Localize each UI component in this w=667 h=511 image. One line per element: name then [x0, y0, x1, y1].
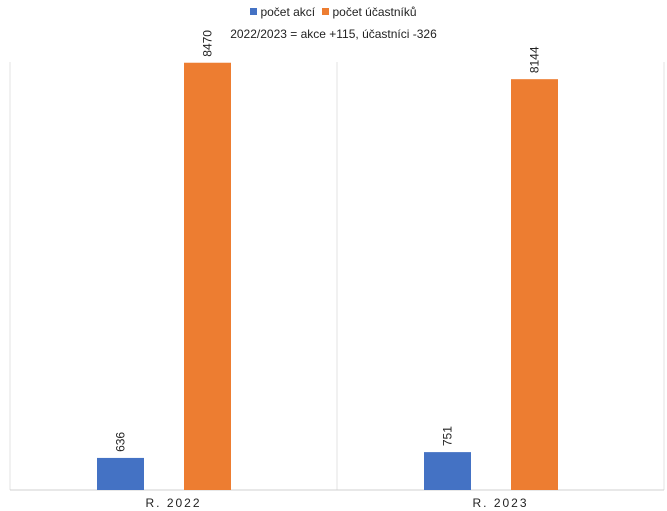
- bar-pocet-ucastniku-0: [184, 62, 231, 490]
- bar-pocet-akci-0: [97, 457, 144, 490]
- bar-pocet-akci-1: [424, 452, 471, 490]
- legend-item-pocet-ucastniku: počet účastníků: [322, 4, 417, 20]
- legend-swatch-blue: [250, 8, 258, 15]
- data-label-pocet-akci-0: 636: [114, 432, 128, 452]
- data-label-pocet-akci-1: 751: [441, 426, 455, 446]
- x-tick-label-0: R. 2022: [145, 496, 201, 510]
- legend-label-pocet-ucastniku: počet účastníků: [332, 5, 417, 19]
- data-label-pocet-ucastniku-0: 8470: [201, 30, 215, 57]
- legend: počet akcí počet účastníků: [0, 4, 667, 20]
- legend-item-pocet-akci: počet akcí: [250, 4, 315, 20]
- x-tick-label-1: R. 2023: [472, 496, 528, 510]
- data-label-pocet-ucastniku-1: 8144: [528, 46, 542, 73]
- bar-pocet-ucastniku-1: [511, 79, 558, 490]
- legend-label-pocet-akci: počet akcí: [260, 5, 316, 19]
- legend-swatch-orange: [322, 8, 330, 15]
- chart-subtitle: 2022/2023 = akce +115, účastníci -326: [230, 27, 437, 41]
